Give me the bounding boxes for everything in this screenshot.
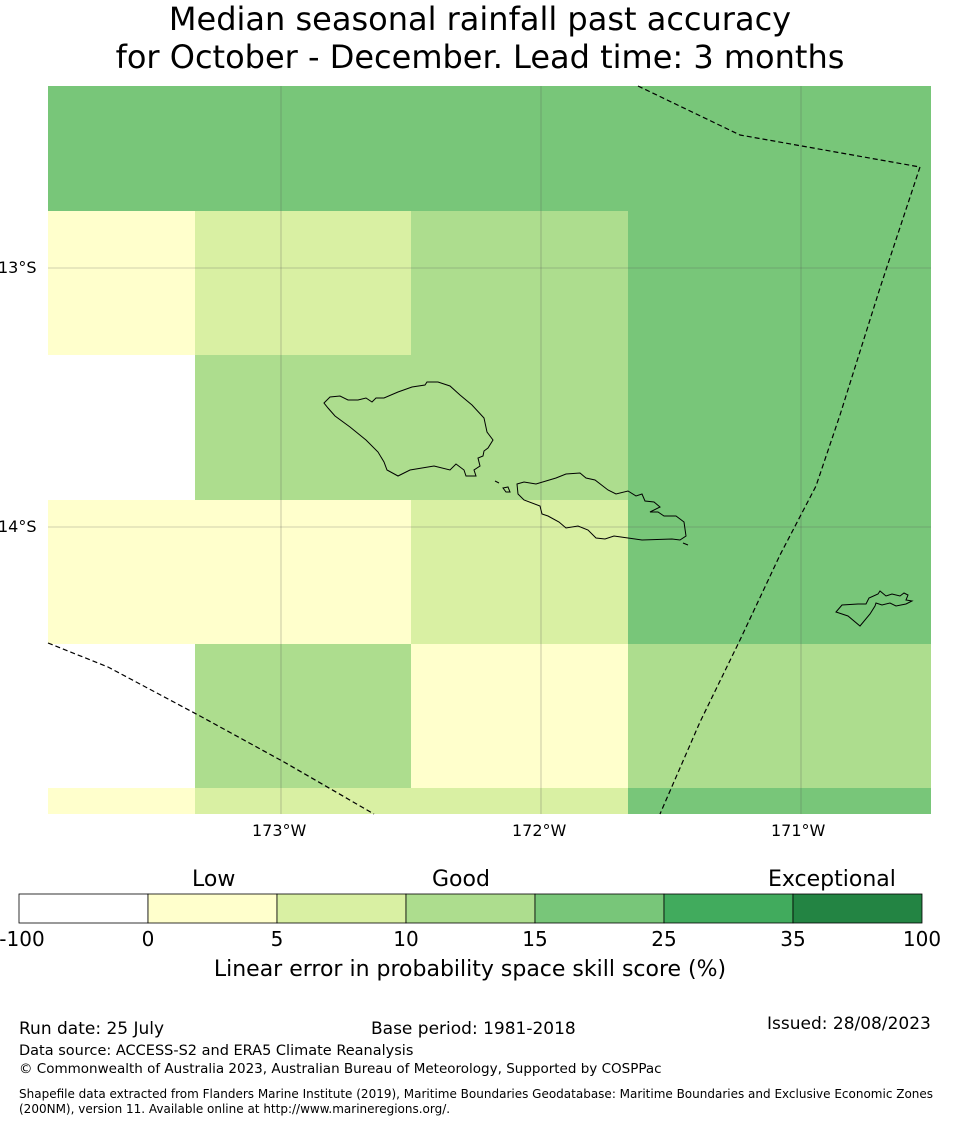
grid-cell bbox=[411, 86, 628, 211]
grid-cell bbox=[628, 355, 844, 500]
grid-cell bbox=[195, 500, 411, 644]
lon-label-171w: 171°W bbox=[771, 821, 826, 840]
grid-cell bbox=[195, 86, 411, 211]
shapefile-credit-line-2: (200NM), version 11. Available online at… bbox=[19, 1102, 451, 1116]
grid-cell bbox=[411, 355, 628, 500]
run-date: Run date: 25 July bbox=[19, 1019, 165, 1039]
colorbar-axis-label: Linear error in probability space skill … bbox=[213, 957, 727, 982]
grid-cell bbox=[195, 355, 411, 500]
grid-cell bbox=[48, 355, 195, 500]
colorbar-segment bbox=[405, 893, 536, 924]
colorbar bbox=[18, 893, 923, 924]
base-period: Base period: 1981-2018 bbox=[371, 1019, 576, 1039]
islet-outline bbox=[682, 542, 689, 546]
colorbar-category-exceptional: Exceptional bbox=[768, 867, 896, 892]
lat-label-13s: 13°S bbox=[0, 258, 37, 277]
shapefile-credit-line-1: Shapefile data extracted from Flanders M… bbox=[19, 1087, 934, 1101]
grid-cell bbox=[844, 644, 931, 788]
colorbar-tick-label: 0 bbox=[141, 927, 155, 951]
eez-boundary-west bbox=[47, 642, 375, 815]
issued-date: Issued: 28/08/2023 bbox=[767, 1014, 931, 1034]
grid-cell bbox=[844, 86, 931, 211]
data-source: Data source: ACCESS-S2 and ERA5 Climate … bbox=[19, 1043, 414, 1059]
lon-label-173w: 173°W bbox=[252, 821, 307, 840]
grid-cell bbox=[48, 644, 195, 788]
lon-label-172w: 172°W bbox=[512, 821, 567, 840]
tutuila-island-outline bbox=[835, 590, 914, 627]
skill-grid bbox=[48, 86, 931, 814]
islet-outline bbox=[502, 486, 511, 493]
grid-cell bbox=[628, 788, 844, 814]
grid-cell bbox=[411, 644, 628, 788]
colorbar-segment bbox=[534, 893, 665, 924]
grid-cell bbox=[844, 788, 931, 814]
upolu-island-outline bbox=[516, 472, 687, 541]
coastlines bbox=[323, 381, 914, 627]
colorbar-segment bbox=[663, 893, 794, 924]
colorbar-segment bbox=[792, 893, 923, 924]
graticule bbox=[48, 86, 931, 814]
grid-cell bbox=[411, 211, 628, 355]
grid-cell bbox=[844, 500, 931, 644]
grid-cell bbox=[195, 644, 411, 788]
grid-cell bbox=[844, 211, 931, 355]
grid-cell bbox=[195, 788, 411, 814]
colorbar-segments bbox=[18, 893, 923, 924]
grid-cell bbox=[195, 211, 411, 355]
colorbar-tick-label: 100 bbox=[902, 927, 942, 951]
colorbar-tick-label: 25 bbox=[651, 927, 677, 951]
eez-boundary-north bbox=[637, 85, 921, 168]
map-title-line-2: for October - December. Lead time: 3 mon… bbox=[115, 38, 845, 76]
colorbar-tick-label: -100 bbox=[0, 927, 45, 951]
grid-cell bbox=[411, 500, 628, 644]
grid-cell bbox=[628, 211, 844, 355]
colorbar-category-good: Good bbox=[432, 867, 490, 892]
grid-cell bbox=[628, 86, 844, 211]
copyright: © Commonwealth of Australia 2023, Austra… bbox=[19, 1061, 662, 1077]
colorbar-tick-label: 15 bbox=[522, 927, 548, 951]
grid-cell bbox=[628, 644, 844, 788]
colorbar-category-low: Low bbox=[192, 867, 236, 892]
colorbar-segment bbox=[276, 893, 407, 924]
colorbar-segment bbox=[147, 893, 278, 924]
grid-cell bbox=[628, 500, 844, 644]
colorbar-tick-label: 10 bbox=[393, 927, 419, 951]
colorbar-tick-label: 5 bbox=[270, 927, 284, 951]
grid-cell bbox=[48, 500, 195, 644]
map-title-line-1: Median seasonal rainfall past accuracy bbox=[168, 0, 792, 38]
lat-label-14s: 14°S bbox=[0, 517, 37, 536]
grid-cell bbox=[48, 788, 195, 814]
map-figure bbox=[47, 85, 931, 815]
islet-outline bbox=[494, 480, 500, 484]
grid-cell bbox=[48, 86, 195, 211]
grid-cell bbox=[48, 211, 195, 355]
savaii-island-outline bbox=[323, 381, 494, 477]
maritime-boundaries bbox=[47, 85, 921, 815]
grid-cell bbox=[844, 355, 931, 500]
colorbar-segment bbox=[18, 893, 149, 924]
colorbar-tick-label: 35 bbox=[780, 927, 806, 951]
grid-cell bbox=[411, 788, 628, 814]
